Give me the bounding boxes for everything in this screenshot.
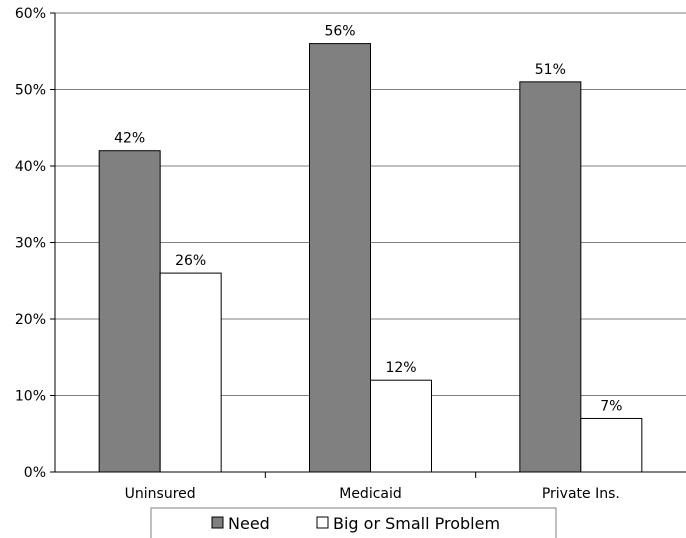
y-tick-label: 20% <box>15 312 46 328</box>
x-tick-label: Medicaid <box>339 486 402 502</box>
bar-need <box>519 81 582 473</box>
data-label: 26% <box>175 253 206 269</box>
y-axis-ticks: 0% 10% 20% 30% 40% 50% 60% <box>15 6 55 481</box>
legend-swatch-need <box>211 516 224 529</box>
y-tick-label: 40% <box>15 159 46 175</box>
y-tick-label: 30% <box>15 236 46 252</box>
data-label: 7% <box>600 398 622 414</box>
bar-big-or-small-problem <box>159 272 222 473</box>
y-tick-label: 60% <box>15 6 46 22</box>
y-tick-label: 50% <box>15 83 46 99</box>
legend-swatch-big-or-small-problem <box>316 516 329 529</box>
legend-label-big-or-small-problem: Big or Small Problem <box>333 514 500 533</box>
data-labels: 42% 26% 56% 12% 51% 7% <box>114 24 622 415</box>
x-tick-label: Private Ins. <box>542 486 620 502</box>
y-tick-label: 10% <box>15 389 46 405</box>
legend-label-need: Need <box>228 514 270 533</box>
bars <box>98 43 643 473</box>
legend: Need Big or Small Problem <box>150 507 557 538</box>
data-label: 56% <box>324 24 355 40</box>
data-label: 42% <box>114 131 145 147</box>
x-axis-categories: Uninsured Medicaid Private Ins. <box>125 486 620 502</box>
x-tick-label: Uninsured <box>125 486 196 502</box>
bar-big-or-small-problem <box>580 417 643 473</box>
data-label: 51% <box>535 62 566 78</box>
bar-need <box>98 150 161 473</box>
bar-big-or-small-problem <box>370 379 432 473</box>
y-tick-label: 0% <box>24 465 46 481</box>
bar-need <box>309 43 371 473</box>
data-label: 12% <box>385 360 416 376</box>
